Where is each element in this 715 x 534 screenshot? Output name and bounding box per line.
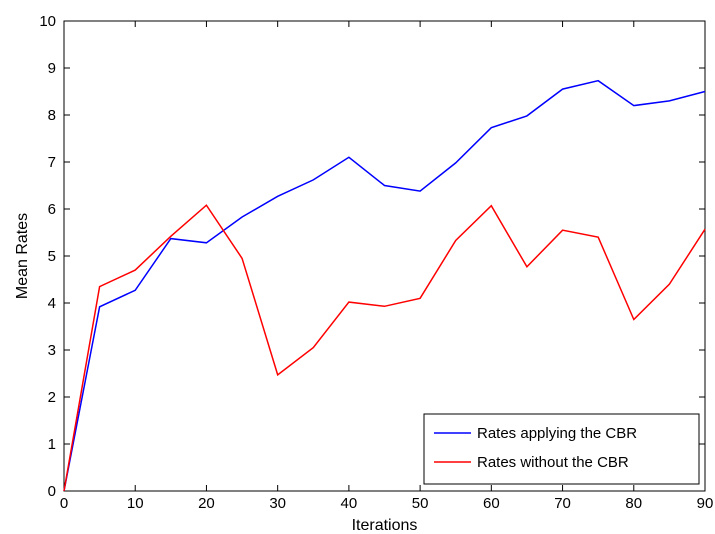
x-tick-label: 70 [554, 495, 571, 512]
y-tick-label: 5 [48, 248, 56, 265]
x-tick-label: 50 [412, 495, 429, 512]
axis-ticks: 0 10 20 30 40 50 60 70 80 90 0 1 2 3 4 5 6 7 8 9 10 [39, 13, 713, 512]
y-tick-label: 8 [48, 107, 56, 124]
y-tick-label: 1 [48, 436, 56, 453]
legend: Rates applying the CBR Rates without the … [423, 413, 700, 485]
y-tick-label: 9 [48, 60, 56, 77]
y-tick-label: 0 [48, 483, 56, 500]
x-tick-label: 20 [198, 495, 215, 512]
legend-label-1: Rates applying the CBR [477, 425, 637, 442]
x-axis-title: Iterations [352, 517, 418, 534]
y-tick-label: 3 [48, 342, 56, 359]
y-tick-label: 6 [48, 201, 56, 218]
legend-box [423, 413, 700, 485]
plot-area [63, 20, 706, 492]
x-tick-label: 10 [127, 495, 144, 512]
series-line-1 [63, 79, 706, 492]
x-tick-label: 40 [341, 495, 358, 512]
series-line-2 [63, 204, 706, 492]
x-tick-label: 30 [269, 495, 286, 512]
x-tick-label: 0 [60, 495, 68, 512]
y-axis-title: Mean Rates [14, 213, 31, 299]
x-tick-label: 80 [625, 495, 642, 512]
series-layer [63, 79, 706, 492]
legend-label-2: Rates without the CBR [477, 454, 629, 471]
x-tick-label: 90 [697, 495, 714, 512]
x-tick-label: 60 [483, 495, 500, 512]
y-tick-label: 2 [48, 389, 56, 406]
y-tick-label: 7 [48, 154, 56, 171]
y-tick-label: 4 [48, 295, 56, 312]
y-tick-label: 10 [39, 13, 56, 30]
